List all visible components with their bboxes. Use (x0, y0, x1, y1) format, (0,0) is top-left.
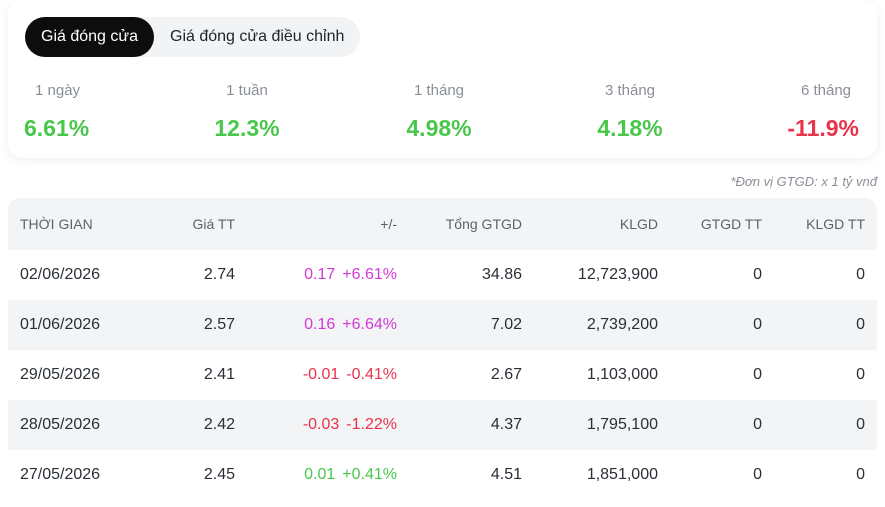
cell-total-value: 2.67 (490, 366, 522, 383)
period-1-day: 1 ngày 6.61% (24, 80, 174, 142)
cell-change: -0.03 -1.22% (303, 416, 397, 434)
cell-deal-volume: 0 (856, 366, 865, 383)
cell-time: 27/05/2026 (20, 466, 101, 483)
price-history-table: THỜI GIAN Giá TT +/- Tổng GTGD KLGD GTGD… (8, 198, 877, 500)
period-value: 4.18% (597, 115, 663, 141)
change-percent: +0.41% (342, 466, 397, 483)
change-value: 0.16 (304, 316, 336, 333)
cell-total-value: 7.02 (490, 316, 522, 333)
header-total-value: Tổng GTGD (445, 216, 522, 232)
change-percent: -0.41% (346, 366, 397, 383)
price-type-tabs: Giá đóng cửa Giá đóng cửa điều chỉnh (25, 17, 361, 57)
period-value: 4.98% (406, 115, 472, 141)
cell-total-value: 4.51 (490, 466, 522, 483)
period-1-week: 1 tuần 12.3% (172, 80, 322, 142)
unit-note: *Đơn vị GTGD: x 1 tỷ vnđ (730, 174, 877, 189)
table-row: 28/05/2026 2.42 -0.03 -1.22% 4.37 1,795,100 0 0 (8, 400, 877, 450)
cell-price: 2.42 (203, 416, 235, 433)
period-value: -11.9% (787, 115, 859, 141)
period-label: 1 tuần (226, 82, 268, 99)
table-body: 02/06/2026 2.74 0.17 +6.61% 34.86 12,723,900 0… (8, 250, 877, 500)
change-value: 0.17 (304, 266, 336, 283)
header-price: Giá TT (192, 216, 235, 232)
change-value: -0.03 (302, 416, 340, 433)
period-1-month: 1 tháng 4.98% (364, 80, 514, 142)
change-percent: -1.22% (346, 416, 397, 433)
cell-deal-value: 0 (753, 266, 762, 283)
cell-deal-value: 0 (753, 466, 762, 483)
cell-volume: 1,795,100 (586, 416, 658, 433)
cell-deal-value: 0 (753, 316, 762, 333)
cell-deal-volume: 0 (856, 316, 865, 333)
cell-price: 2.74 (203, 266, 235, 283)
cell-volume: 12,723,900 (577, 266, 658, 283)
period-label: 1 ngày (35, 82, 81, 99)
cell-change: 0.16 +6.64% (304, 316, 397, 334)
cell-deal-value: 0 (753, 366, 762, 383)
cell-deal-volume: 0 (856, 466, 865, 483)
cell-volume: 1,103,000 (586, 366, 658, 383)
cell-price: 2.45 (203, 466, 235, 483)
period-6-months: 6 tháng -11.9% (709, 80, 859, 142)
change-percent: +6.64% (342, 316, 397, 333)
change-value: 0.01 (304, 466, 336, 483)
cell-time: 28/05/2026 (20, 416, 101, 433)
table-header: THỜI GIAN Giá TT +/- Tổng GTGD KLGD GTGD… (8, 198, 877, 250)
header-change: +/- (380, 216, 397, 232)
performance-card: Giá đóng cửa Giá đóng cửa điều chỉnh 1 n… (8, 0, 877, 158)
tab-adjusted-closing-price[interactable]: Giá đóng cửa điều chỉnh (170, 28, 345, 45)
change-value: -0.01 (302, 366, 340, 383)
cell-total-value: 34.86 (481, 266, 522, 283)
cell-time: 29/05/2026 (20, 366, 101, 383)
header-time: THỜI GIAN (20, 216, 93, 232)
cell-change: 0.17 +6.61% (304, 266, 397, 284)
header-deal-volume: KLGD TT (806, 216, 865, 232)
cell-time: 01/06/2026 (20, 316, 101, 333)
table-row: 27/05/2026 2.45 0.01 +0.41% 4.51 1,851,000 0 0 (8, 450, 877, 500)
period-returns: 1 ngày 6.61% 1 tuần 12.3% 1 tháng 4.98% … (8, 80, 877, 150)
cell-deal-volume: 0 (856, 416, 865, 433)
period-label: 1 tháng (413, 82, 465, 99)
period-label: 6 tháng (800, 82, 851, 99)
cell-deal-value: 0 (753, 416, 762, 433)
table-row: 01/06/2026 2.57 0.16 +6.64% 7.02 2,739,200 0 0 (8, 300, 877, 350)
cell-volume: 1,851,000 (586, 466, 658, 483)
tab-closing-price[interactable]: Giá đóng cửa (25, 17, 154, 57)
change-percent: +6.61% (342, 266, 397, 283)
period-label: 3 tháng (604, 82, 656, 99)
cell-total-value: 4.37 (490, 416, 522, 433)
period-value: 6.61% (24, 115, 90, 141)
cell-time: 02/06/2026 (20, 266, 101, 283)
cell-price: 2.57 (203, 316, 235, 333)
cell-price: 2.41 (203, 366, 235, 383)
header-volume: KLGD (619, 216, 658, 232)
cell-change: -0.01 -0.41% (303, 366, 397, 384)
period-value: 12.3% (214, 115, 280, 141)
cell-volume: 2,739,200 (586, 316, 658, 333)
cell-change: 0.01 +0.41% (304, 466, 397, 484)
period-3-months: 3 tháng 4.18% (555, 80, 705, 142)
header-deal-value: GTGD TT (700, 216, 762, 232)
table-row: 02/06/2026 2.74 0.17 +6.61% 34.86 12,723,900 0… (8, 250, 877, 300)
table-row: 29/05/2026 2.41 -0.01 -0.41% 2.67 1,103,000 0 0 (8, 350, 877, 400)
cell-deal-volume: 0 (856, 266, 865, 283)
